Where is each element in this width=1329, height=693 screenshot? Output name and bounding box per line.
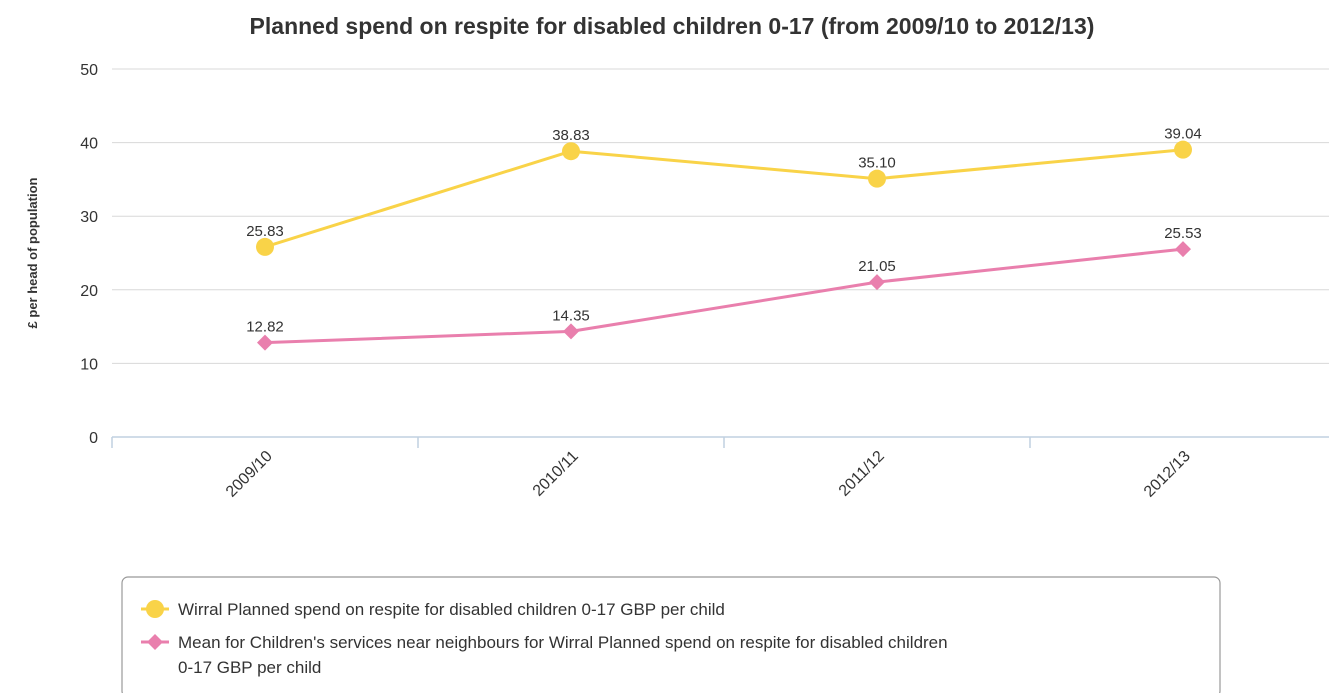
data-point [869,274,885,291]
y-tick-label: 40 [80,136,98,153]
gridlines [112,68,1329,364]
data-point [257,334,273,351]
series-1 [257,241,1191,351]
series-0 [256,140,1192,256]
data-point [562,142,580,161]
data-point [1175,241,1191,258]
legend-label: Wirral Planned spend on respite for disa… [178,600,725,619]
legend-box [121,576,1221,693]
legend-item-0: Wirral Planned spend on respite for disa… [141,600,725,619]
data-label: 12.82 [246,319,284,336]
data-label: 38.83 [552,127,590,144]
legend-label: Mean for Children's services near neighb… [178,633,948,652]
legend-item-1: Mean for Children's services near neighb… [141,633,948,677]
legend: Wirral Planned spend on respite for disa… [121,576,1221,693]
data-point [256,237,274,256]
y-axis-label: £ per head of population [25,177,40,328]
x-tick-label: 2009/10 [223,448,276,501]
data-label: 25.83 [246,223,284,240]
y-tick-label: 20 [80,283,98,300]
circle-marker-icon [146,600,164,618]
series-layer [256,140,1192,351]
y-axis-ticks: 0 10 20 30 40 50 [80,62,98,447]
x-tick-label: 2011/12 [836,448,888,500]
x-tick-label: 2010/11 [530,448,582,500]
x-axis: 2009/10 2010/11 2011/12 2012/13 [111,436,1329,501]
data-point [868,169,886,188]
diamond-marker-icon [147,634,163,650]
series-line-1 [264,247,1184,345]
y-tick-label: 10 [80,356,98,373]
x-tick-label: 2012/13 [1141,448,1194,501]
data-label: 21.05 [858,258,896,275]
data-point [563,323,579,340]
series-line-0 [264,148,1184,249]
data-label: 14.35 [552,307,590,324]
y-tick-label: 0 [89,430,98,447]
data-labels: 25.83 38.83 35.10 39.04 12.82 14.35 21.05 25.53 [246,126,1202,336]
legend-label: 0-17 GBP per child [178,658,321,677]
data-label: 25.53 [1164,225,1202,242]
data-label: 39.04 [1164,126,1202,143]
chart-title: Planned spend on respite for disabled ch… [250,13,1095,39]
y-tick-label: 50 [80,62,98,79]
data-label: 35.10 [858,155,896,172]
data-point [1174,140,1192,159]
y-tick-label: 30 [80,209,98,226]
